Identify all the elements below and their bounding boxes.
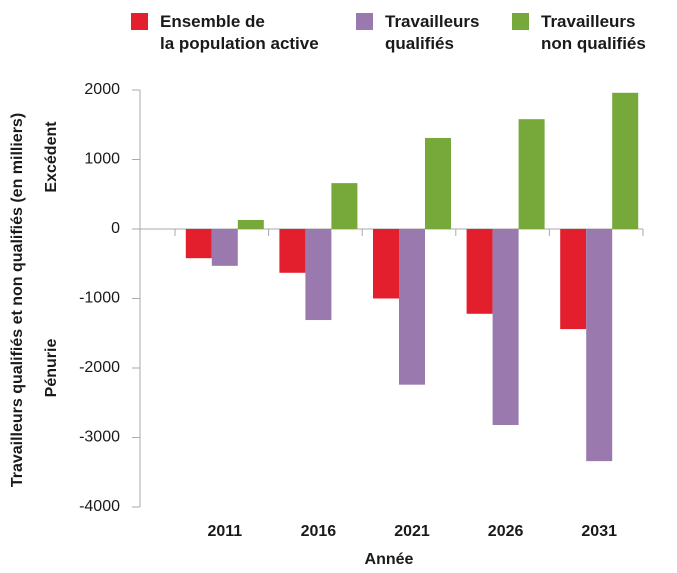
bar [586, 229, 613, 462]
y-axis-label: Travailleurs qualifiés et non qualifiés … [9, 113, 26, 487]
x-tick-label: 2011 [207, 523, 242, 540]
x-axis-label: Année [365, 551, 414, 568]
bar [331, 183, 358, 229]
x-tick-label: 2016 [301, 523, 337, 540]
bar [211, 229, 238, 266]
legend-swatch [356, 13, 373, 30]
y-tick-label: 2000 [84, 81, 120, 98]
bar [279, 229, 306, 273]
bar [373, 229, 399, 299]
bar [305, 229, 332, 321]
bar [399, 229, 425, 385]
legend-label: Ensemble de la population active [160, 12, 319, 53]
x-tick-label: 2026 [488, 523, 524, 540]
bar [518, 119, 545, 229]
legend-swatch [512, 13, 529, 30]
bar [492, 229, 519, 425]
legend-entry: Travailleurs non qualifiés [512, 11, 646, 55]
y-tick-label: -4000 [79, 498, 120, 515]
bar [185, 229, 212, 259]
y-tick-label: -3000 [79, 429, 120, 446]
y-tick-label: -1000 [79, 290, 120, 307]
legend-label: Travailleurs non qualifiés [541, 12, 646, 53]
bar [466, 229, 493, 314]
x-tick-label: 2021 [394, 523, 430, 540]
legend-label: Travailleurs qualifiés [385, 12, 480, 53]
legend-entry: Ensemble de la population active [131, 11, 319, 55]
x-tick-label: 2031 [581, 523, 617, 540]
legend-swatch [131, 13, 148, 30]
bar [560, 229, 587, 330]
bar [425, 137, 451, 229]
bar [237, 219, 264, 229]
annotation: Excédent [43, 121, 60, 193]
legend-entry: Travailleurs qualifiés [356, 11, 480, 55]
annotation: Pénurie [43, 339, 60, 398]
bar [612, 92, 639, 229]
y-tick-label: 1000 [84, 151, 120, 168]
y-tick-label: 0 [111, 220, 120, 237]
y-tick-label: -2000 [79, 359, 120, 376]
